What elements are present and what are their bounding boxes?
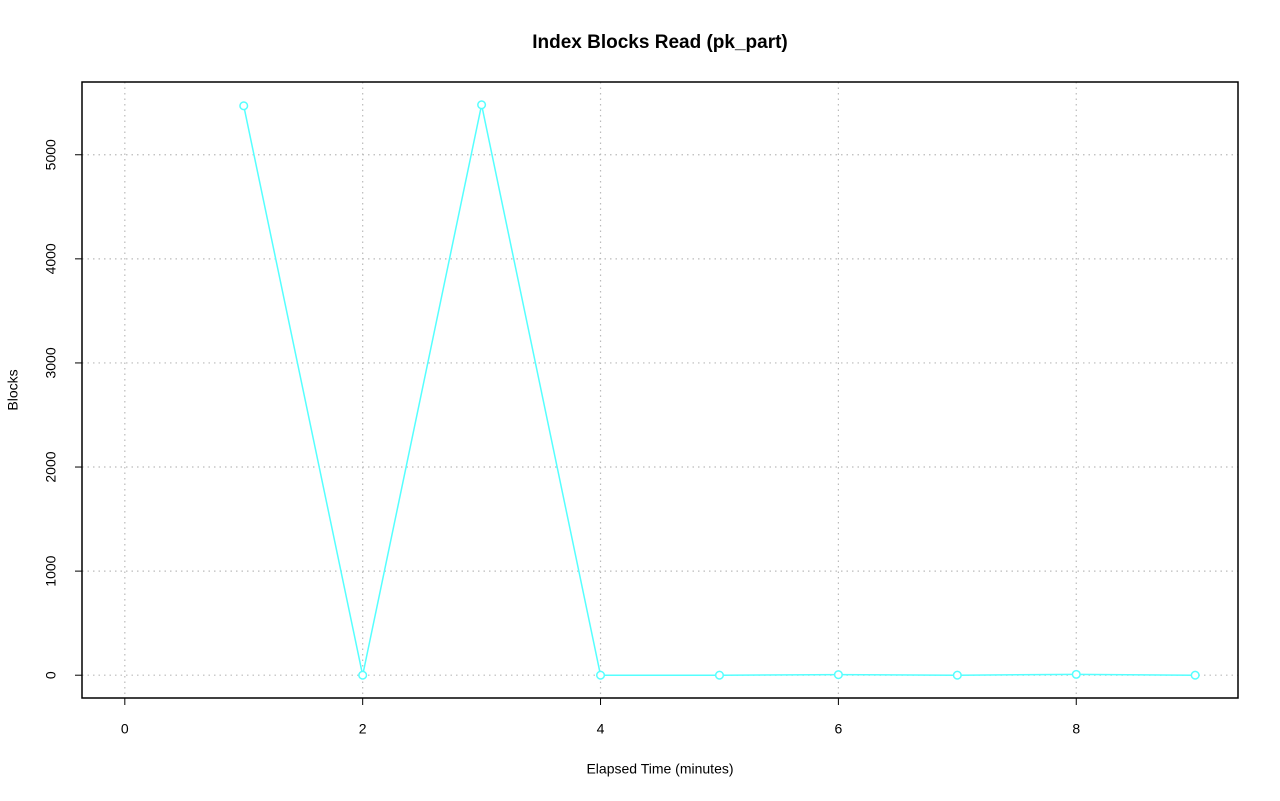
data-point — [1190, 670, 1200, 680]
chart-title: Index Blocks Read (pk_part) — [532, 32, 788, 53]
y-tick-label: 5000 — [43, 139, 59, 170]
x-axis-label: Elapsed Time (minutes) — [586, 761, 733, 777]
data-point — [952, 670, 962, 680]
x-tick-label: 8 — [1072, 721, 1080, 737]
y-axis-label: Blocks — [5, 369, 21, 410]
y-tick-label: 1000 — [43, 555, 59, 586]
data-point — [358, 670, 368, 680]
y-tick-label: 3000 — [43, 347, 59, 378]
data-point — [1071, 669, 1081, 679]
data-point — [833, 670, 843, 680]
y-tick-label: 4000 — [43, 243, 59, 274]
y-tick-label: 0 — [43, 671, 59, 679]
data-point — [714, 670, 725, 680]
x-tick-label: 6 — [834, 721, 842, 737]
data-point — [239, 101, 249, 111]
x-tick-label: 2 — [359, 721, 367, 737]
y-tick-label: 2000 — [43, 451, 59, 482]
data-point — [595, 670, 606, 680]
x-tick-label: 4 — [597, 721, 605, 737]
plot-frame — [81, 81, 1239, 699]
data-point — [477, 100, 487, 110]
x-tick-label: 0 — [121, 721, 129, 737]
series-line — [243, 104, 1196, 676]
